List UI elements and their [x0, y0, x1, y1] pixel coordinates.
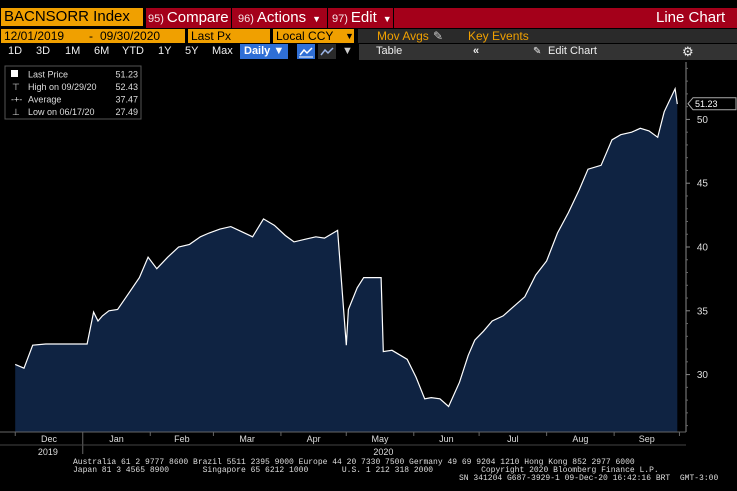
x-year-label: 2020: [373, 447, 393, 455]
x-month-label: May: [372, 434, 390, 444]
bar-chart-type-icon[interactable]: [318, 44, 336, 59]
edit-chart-button[interactable]: Edit Chart: [548, 45, 597, 57]
price-chart[interactable]: 30 35 40 45 50 51.23 Dec Jan Feb Mar Apr May Jun Ju…: [0, 60, 737, 455]
bar-chart-glyph-icon: [320, 47, 334, 56]
x-axis-labels: Dec Jan Feb Mar Apr May Jun Jul Aug Sep 2019 2020: [0, 432, 686, 455]
line-chart-type-icon[interactable]: [297, 44, 315, 59]
table-button[interactable]: Table: [376, 45, 403, 57]
edit-menu-label: Edit: [350, 9, 377, 26]
chart-tools-strip: [359, 44, 737, 60]
currency-selector[interactable]: Local CCY: [273, 29, 343, 43]
x-month-label: Mar: [239, 434, 255, 444]
x-month-label: Apr: [307, 434, 321, 444]
x-month-label: Jun: [439, 434, 454, 444]
menu-divider: [327, 8, 328, 28]
frequency-caret-icon: ▼: [273, 45, 285, 57]
y-tick-label: 35: [697, 306, 709, 317]
range-1m[interactable]: 1M: [65, 45, 81, 57]
line-chart-glyph-icon: [299, 47, 313, 58]
frequency-label: Daily: [244, 45, 271, 57]
low-marker-icon: ⊥: [12, 107, 20, 117]
chart-options-strip: [358, 29, 737, 43]
last-price-swatch-icon: [11, 70, 18, 77]
range-3d[interactable]: 3D: [36, 45, 51, 57]
y-tick-label: 45: [697, 179, 709, 190]
price-area-fill: [15, 88, 678, 433]
average-marker-icon: -+-: [11, 95, 22, 105]
actions-menu-label: Actions: [256, 9, 307, 26]
actions-caret-icon: ▼: [312, 14, 322, 24]
menu-divider: [231, 8, 232, 28]
legend-low-label: Low on 06/17/20: [28, 107, 95, 117]
frequency-selector[interactable]: Daily ▼: [240, 44, 289, 59]
gear-icon[interactable]: ⚙: [682, 44, 694, 59]
x-month-label: Dec: [41, 434, 58, 444]
edit-caret-icon: ▼: [382, 14, 392, 24]
actions-menu-number: 96): [238, 13, 254, 25]
y-axis-ticks: 30 35 40 45 50: [686, 67, 709, 427]
last-price-marker: 51.23: [687, 97, 737, 111]
range-ytd[interactable]: YTD: [122, 45, 144, 57]
ticker-field[interactable]: BACNSORR Index: [1, 8, 143, 26]
end-date-field[interactable]: 09/30/2020: [97, 29, 185, 43]
pencil-icon[interactable]: ✎: [433, 29, 444, 43]
chart-type-label: Line Chart: [656, 9, 726, 26]
chart-style-dropdown-icon[interactable]: ▼: [342, 45, 353, 57]
x-month-label: Aug: [572, 434, 588, 444]
edit-chart-icon[interactable]: ✎: [533, 46, 542, 57]
range-max[interactable]: Max: [212, 45, 233, 57]
y-tick-label: 50: [697, 115, 709, 126]
last-price-tag-label: 51.23: [695, 99, 718, 109]
compare-menu[interactable]: 95) Compare: [148, 8, 229, 28]
legend-average-value: 37.47: [115, 95, 138, 105]
y-tick-label: 40: [697, 243, 709, 254]
top-toolbar: BACNSORR Index 95) Compare 96) Actions ▼ 97…: [0, 0, 737, 28]
date-range-dash: -: [89, 29, 97, 43]
mov-avgs-label: Mov Avgs: [377, 29, 429, 43]
y-tick-label: 30: [697, 370, 709, 381]
x-month-label: Jan: [109, 434, 124, 444]
last-price-tag: [687, 97, 737, 111]
edit-menu-number: 97): [332, 13, 348, 25]
compare-menu-number: 95): [148, 13, 164, 25]
compare-menu-label: Compare: [166, 9, 229, 26]
footer-line-3: SN 341204 G687-3929-1 09-Dec-20 16:42:16…: [459, 474, 719, 483]
x-year-label: 2019: [38, 447, 58, 455]
date-field-row: 12/01/2019 - 09/30/2020 Last Px Local CC…: [0, 28, 737, 69]
footer-line-1: Australia 61 2 9777 8600 Brazil 5511 239…: [73, 458, 635, 467]
legend-low-value: 27.49: [115, 107, 138, 117]
start-date-field[interactable]: 12/01/2019: [1, 29, 89, 43]
footer-line-2: Japan 81 3 4565 8900 Singapore 65 6212 1…: [73, 466, 659, 475]
legend-high-value: 52.43: [115, 82, 138, 92]
menu-divider: [393, 8, 394, 28]
menu-bar: 95) Compare 96) Actions ▼ 97) Edit ▼ Line Cha…: [146, 8, 737, 28]
range-5y[interactable]: 5Y: [185, 45, 199, 57]
x-month-label: Sep: [639, 434, 655, 444]
range-1y[interactable]: 1Y: [158, 45, 172, 57]
edit-menu[interactable]: 97) Edit ▼: [332, 8, 392, 28]
key-events-label: Key Events: [468, 29, 529, 43]
contact-footer: Australia 61 2 9777 8600 Brazil 5511 239…: [0, 455, 737, 491]
x-month-label: Jul: [507, 434, 519, 444]
legend-last-value: 51.23: [115, 70, 138, 80]
legend-last-label: Last Price: [28, 70, 68, 80]
currency-dropdown-icon[interactable]: ▼: [343, 29, 354, 43]
legend-frame: [4, 65, 142, 120]
legend-high-label: High on 09/29/20: [28, 82, 97, 92]
high-marker-icon: ⊤: [12, 82, 20, 92]
range-selector-row: 1D 3D 1M 6M YTD 1Y 5Y Max Daily ▼ ▼ Tabl…: [0, 44, 737, 60]
range-1d[interactable]: 1D: [8, 45, 23, 57]
x-month-label: Feb: [174, 434, 190, 444]
collapse-icon[interactable]: «: [473, 45, 480, 57]
legend-box: Last Price 51.23 ⊤ High on 09/29/20 52.4…: [4, 65, 142, 120]
price-line: [14, 86, 678, 408]
legend-average-label: Average: [28, 95, 61, 105]
range-6m[interactable]: 6M: [94, 45, 110, 57]
price-field-selector[interactable]: Last Px: [188, 29, 270, 43]
actions-menu[interactable]: 96) Actions ▼: [238, 8, 321, 28]
